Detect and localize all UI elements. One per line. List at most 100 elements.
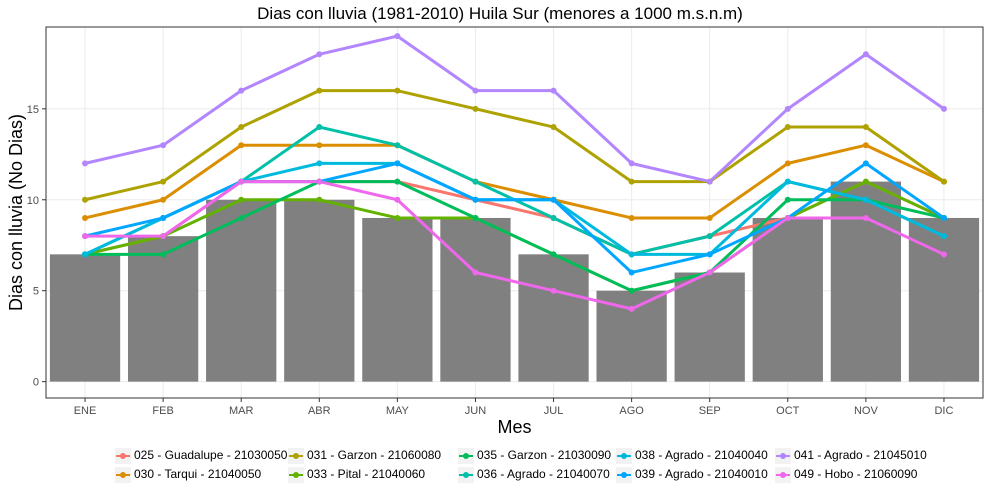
series-point-7-ago: [628, 269, 635, 276]
x-tick-label-jul: JUL: [544, 405, 564, 417]
series-point-5-may: [394, 142, 401, 149]
series-point-2-abr: [316, 87, 323, 94]
series-point-9-abr: [316, 178, 323, 185]
bar-oct: [752, 217, 823, 382]
series-point-6-dic: [940, 233, 947, 240]
x-tick-label-may: MAY: [386, 405, 410, 417]
series-point-7-jul: [550, 196, 557, 203]
series-point-1-abr: [316, 142, 323, 149]
series-point-2-ene: [82, 196, 89, 203]
x-axis: ENE FEB MAR ABR MAY JUN JUL AGO SEP OCT NOV DIC: [74, 398, 953, 417]
legend-key-3: [288, 466, 304, 483]
y-axis: 0 5 10 15: [27, 104, 46, 389]
x-tick-label-abr: ABR: [308, 405, 331, 417]
bar-feb: [127, 236, 199, 382]
bar-ago: [596, 290, 667, 382]
series-point-2-ago: [628, 178, 635, 185]
series-point-3-nov: [862, 178, 869, 185]
legend-label-8: 041 - Agrado - 21045010: [794, 448, 927, 462]
series-line-4: [83, 180, 946, 293]
series-point-8-abr: [316, 51, 323, 58]
series-point-7-feb: [160, 214, 167, 221]
x-tick-label-jun: JUN: [465, 405, 486, 417]
series-point-4-jun: [472, 214, 479, 221]
x-tick-label-ene: ENE: [74, 405, 97, 417]
series-point-4-may: [394, 178, 401, 185]
series-point-9-dic: [940, 251, 947, 258]
series-point-4-jul: [550, 251, 557, 258]
series-point-8-mar: [238, 87, 245, 94]
bar-jul: [518, 254, 589, 382]
series-point-8-jul: [550, 87, 557, 94]
bar-may: [362, 217, 433, 382]
line-points: [82, 33, 947, 312]
series-point-9-may: [394, 196, 401, 203]
legend-label-2: 031 - Garzon - 21060080: [307, 448, 442, 462]
series-point-5-jul: [550, 214, 557, 221]
series-point-8-may: [394, 33, 401, 40]
legend-item-3: 033 - Pital - 21040060: [288, 465, 425, 483]
legend-item-1: 030 - Tarqui - 21040050: [115, 465, 261, 483]
series-point-7-jun: [472, 196, 479, 203]
bar-ene: [49, 254, 121, 382]
bar-nov: [830, 181, 902, 382]
legend-key-2: [288, 447, 304, 464]
legend-item-4: 035 - Garzon - 21030090: [458, 446, 611, 464]
series-point-6-ago: [628, 251, 635, 258]
series-point-4-oct: [784, 196, 791, 203]
series-point-9-feb: [160, 233, 167, 240]
bar-abr: [284, 199, 355, 382]
legend-label-1: 030 - Tarqui - 21040050: [134, 467, 262, 481]
x-tick-label-sep: SEP: [699, 405, 721, 417]
x-tick-label-dic: DIC: [934, 405, 953, 417]
series-point-7-dic: [940, 214, 947, 221]
series-point-8-ene: [82, 160, 89, 167]
series-point-1-ago: [628, 214, 635, 221]
legend-item-7: 039 - Agrado - 21040010: [616, 465, 768, 483]
series-point-6-ene: [82, 251, 89, 258]
legend-label-5: 036 - Agrado - 21040070: [477, 467, 610, 481]
legend-label-7: 039 - Agrado - 21040010: [635, 467, 768, 481]
y-tick-label-2: 10: [27, 195, 39, 207]
series-point-8-nov: [862, 51, 869, 58]
legend-item-2: 031 - Garzon - 21060080: [288, 446, 441, 464]
y-axis-title: Dias con lluvia (No Dias): [6, 114, 26, 311]
series-point-9-jun: [472, 269, 479, 276]
series-point-2-feb: [160, 178, 167, 185]
series-point-9-ago: [628, 305, 635, 312]
series-point-5-sep: [706, 233, 713, 240]
series-point-7-sep: [706, 251, 713, 258]
series-point-5-jun: [472, 178, 479, 185]
legend-item-0: 025 - Guadalupe - 21030050: [115, 446, 287, 464]
legend-key-9: [775, 466, 791, 483]
x-axis-title: Mes: [497, 417, 531, 437]
legend-key-0: [115, 447, 131, 464]
series-point-8-ago: [628, 160, 635, 167]
legend-label-4: 035 - Garzon - 21030090: [477, 448, 612, 462]
series-line-8: [83, 34, 946, 184]
legend-label-6: 038 - Agrado - 21040040: [635, 448, 768, 462]
legend-key-5: [458, 466, 474, 483]
legend-key-1: [115, 466, 131, 483]
legend-key-8: [775, 447, 791, 464]
legend-item-8: 041 - Agrado - 21045010: [775, 446, 927, 464]
series-line-2: [83, 89, 946, 202]
legend-key-6: [616, 447, 632, 464]
bar-dic: [908, 217, 980, 382]
series-point-7-nov: [862, 160, 869, 167]
x-tick-label-nov: NOV: [854, 405, 879, 417]
series-point-9-sep: [706, 269, 713, 276]
legend-key-7: [616, 466, 632, 483]
series-point-2-jul: [550, 124, 557, 131]
series-point-6-abr: [316, 160, 323, 167]
series-line-1: [83, 143, 946, 220]
series-point-9-nov: [862, 214, 869, 221]
series-point-8-jun: [472, 87, 479, 94]
x-tick-label-ago: AGO: [619, 405, 644, 417]
series-point-1-oct: [784, 160, 791, 167]
series-point-2-oct: [784, 124, 791, 131]
y-tick-label-0: 0: [33, 377, 39, 389]
series-point-3-abr: [316, 196, 323, 203]
plot-panel-border: [45, 26, 984, 399]
